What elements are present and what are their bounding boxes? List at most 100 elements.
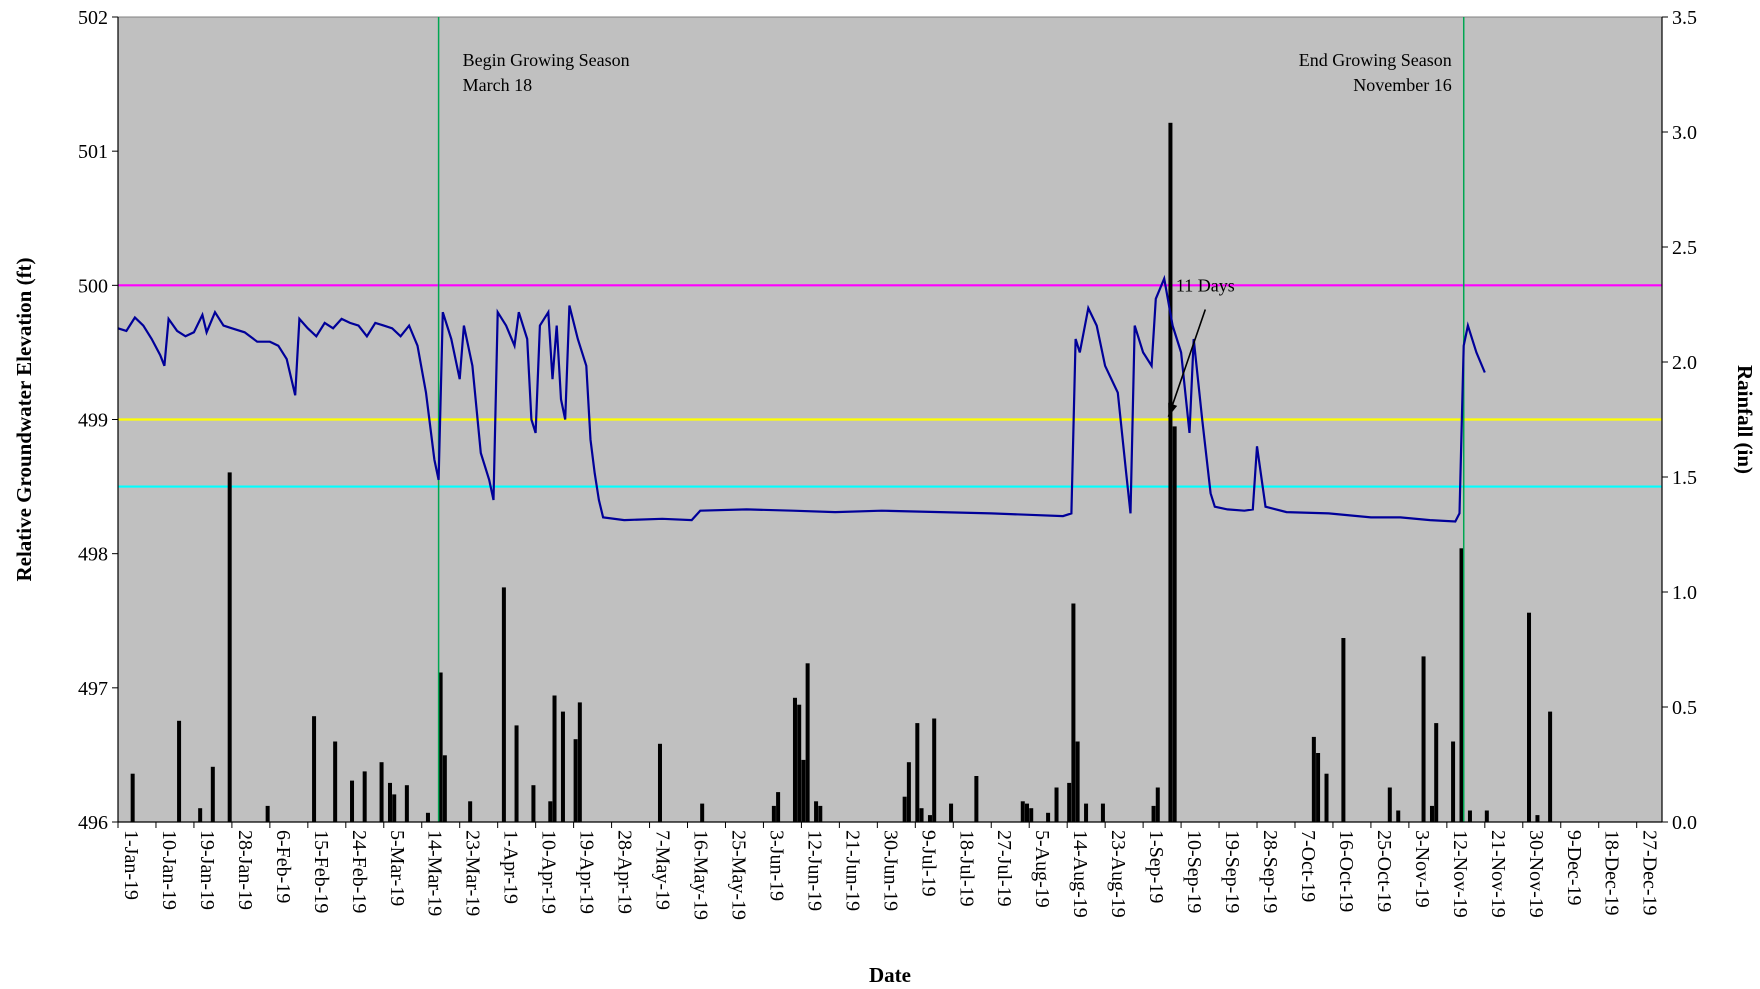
rainfall-bar bbox=[1434, 723, 1439, 822]
x-tick-label: 27-Jul-19 bbox=[993, 830, 1015, 907]
rainfall-bar bbox=[1172, 426, 1177, 822]
rainfall-bar bbox=[1029, 808, 1034, 822]
y-right-tick-label: 3.5 bbox=[1672, 7, 1697, 29]
x-tick-label: 16-May-19 bbox=[690, 830, 712, 920]
x-tick-label: 6-Feb-19 bbox=[272, 830, 294, 903]
x-tick-label: 10-Apr-19 bbox=[538, 830, 560, 914]
y-right-tick-label: 0.0 bbox=[1672, 812, 1697, 834]
x-tick-label: 14-Aug-19 bbox=[1069, 830, 1091, 918]
rainfall-bar bbox=[227, 472, 232, 822]
x-tick-label: 3-Jun-19 bbox=[765, 830, 787, 901]
x-tick-label: 3-Nov-19 bbox=[1411, 830, 1433, 908]
rainfall-bar bbox=[404, 785, 409, 822]
rainfall-bar bbox=[1075, 741, 1080, 822]
rainfall-bar bbox=[1316, 753, 1321, 822]
y-right-tick-label: 1.5 bbox=[1672, 467, 1697, 489]
y-axis-left-label: Relative Groundwater Elevation (ft) bbox=[12, 257, 36, 581]
rainfall-bar bbox=[1451, 741, 1456, 822]
rainfall-bar bbox=[362, 771, 367, 822]
y-axis-right-label: Rainfall (in) bbox=[1733, 365, 1757, 474]
rainfall-bar bbox=[198, 808, 203, 822]
x-tick-label: 16-Oct-19 bbox=[1335, 830, 1357, 912]
x-tick-label: 14-Mar-19 bbox=[424, 830, 446, 916]
rainfall-bar bbox=[1046, 812, 1051, 822]
rainfall-bar bbox=[1421, 656, 1426, 822]
x-tick-label: 25-Oct-19 bbox=[1373, 830, 1395, 912]
rainfall-bar bbox=[1155, 787, 1160, 822]
rainfall-bar bbox=[927, 815, 932, 822]
x-tick-label: 7-May-19 bbox=[652, 830, 674, 910]
rainfall-bar bbox=[379, 762, 384, 822]
x-tick-label: 19-Apr-19 bbox=[576, 830, 598, 914]
x-tick-label: 5-Aug-19 bbox=[1031, 830, 1053, 908]
rainfall-bar bbox=[333, 741, 338, 822]
x-tick-label: 9-Dec-19 bbox=[1563, 830, 1585, 906]
rainfall-bar bbox=[771, 805, 776, 822]
rainfall-bar bbox=[801, 759, 806, 822]
x-axis-label: Date bbox=[869, 963, 911, 987]
y-left-tick-label: 497 bbox=[78, 678, 108, 700]
rainfall-bar bbox=[974, 776, 979, 822]
x-tick-label: 21-Jun-19 bbox=[841, 830, 863, 911]
x-tick-label: 27-Dec-19 bbox=[1639, 830, 1661, 916]
groundwater-line bbox=[117, 274, 1486, 523]
rainfall-bar bbox=[919, 808, 924, 822]
x-tick-label: 10-Sep-19 bbox=[1183, 830, 1205, 913]
rainfall-bar bbox=[312, 716, 317, 822]
rainfall-bar bbox=[265, 805, 270, 822]
rainfall-bar bbox=[906, 762, 911, 822]
x-tick-label: 23-Mar-19 bbox=[462, 830, 484, 916]
rainfall-bar bbox=[797, 704, 802, 822]
rainfall-bar bbox=[776, 792, 781, 822]
rainfall-bar bbox=[425, 812, 430, 822]
y-left-tick-label: 501 bbox=[78, 141, 108, 163]
y-left-tick-label: 500 bbox=[78, 275, 108, 297]
x-tick-label: 9-Jul-19 bbox=[917, 830, 939, 897]
x-tick-label: 1-Apr-19 bbox=[500, 830, 522, 904]
rainfall-bar bbox=[514, 725, 519, 822]
annotation-label: 11 Days bbox=[1176, 275, 1235, 295]
rainfall-bar bbox=[1311, 736, 1316, 822]
x-tick-label: 12-Nov-19 bbox=[1449, 830, 1471, 918]
rainfall-bar bbox=[468, 801, 473, 822]
rainfall-bar bbox=[915, 723, 920, 822]
rainfall-bar bbox=[700, 803, 705, 822]
rainfall-bar bbox=[1341, 638, 1346, 822]
x-tick-label: 30-Jun-19 bbox=[879, 830, 901, 911]
rainfall-bar bbox=[350, 780, 355, 822]
x-tick-label: 7-Oct-19 bbox=[1297, 830, 1319, 902]
rainfall-bar bbox=[1067, 782, 1072, 822]
rainfall-bar bbox=[442, 755, 447, 822]
x-tick-label: 24-Feb-19 bbox=[348, 830, 370, 913]
x-tick-label: 5-Mar-19 bbox=[386, 830, 408, 906]
x-tick-label: 28-Jan-19 bbox=[234, 830, 256, 910]
rainfall-bar bbox=[1071, 603, 1076, 822]
rainfall-bar bbox=[1429, 805, 1434, 822]
rainfall-bar bbox=[387, 782, 392, 822]
y-right-tick-label: 2.0 bbox=[1672, 352, 1697, 374]
rainfall-bar bbox=[657, 743, 662, 822]
rainfall-bar bbox=[1484, 810, 1489, 822]
rainfall-bar bbox=[1100, 803, 1105, 822]
rainfall-bar bbox=[577, 702, 582, 822]
y-right-tick-label: 0.5 bbox=[1672, 697, 1697, 719]
y-left-tick-label: 499 bbox=[78, 410, 108, 432]
rainfall-bar bbox=[573, 739, 578, 822]
rainfall-bar bbox=[792, 697, 797, 822]
rainfall-bar bbox=[949, 803, 954, 822]
rainfall-bar bbox=[1548, 711, 1553, 822]
rainfall-bar bbox=[392, 794, 397, 822]
x-tick-label: 12-Jun-19 bbox=[803, 830, 825, 911]
annotation-arrow bbox=[1167, 309, 1207, 418]
rainfall-bar bbox=[932, 718, 937, 822]
x-tick-label: 30-Nov-19 bbox=[1525, 830, 1547, 918]
rainfall-bar bbox=[1024, 803, 1030, 822]
x-tick-label: 28-Apr-19 bbox=[614, 830, 636, 914]
x-tick-label: 18-Jul-19 bbox=[955, 830, 977, 907]
x-tick-label: 10-Jan-19 bbox=[158, 830, 180, 910]
x-tick-label: 25-May-19 bbox=[727, 830, 749, 920]
rainfall-bar bbox=[902, 796, 907, 822]
y-right-tick-label: 3.0 bbox=[1672, 122, 1697, 144]
x-tick-label: 28-Sep-19 bbox=[1259, 830, 1281, 913]
